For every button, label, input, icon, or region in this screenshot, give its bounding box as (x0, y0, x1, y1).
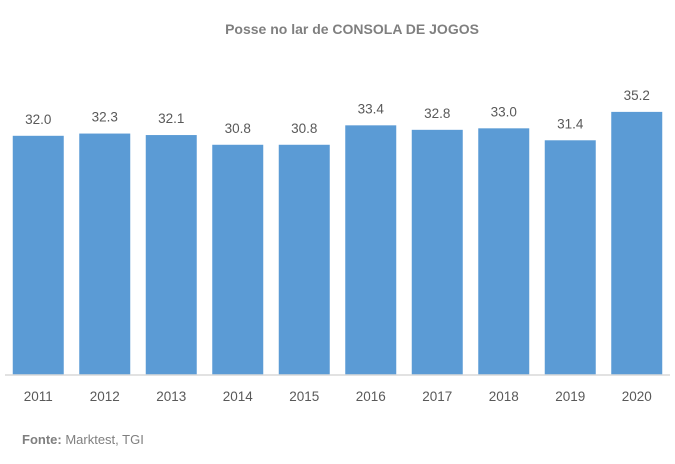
x-tick-2014: 2014 (223, 389, 254, 404)
data-label-2018: 33.0 (491, 104, 517, 119)
source-note: Fonte: Marktest, TGI (22, 432, 144, 447)
bar-2016 (345, 125, 397, 376)
x-tick-2013: 2013 (156, 389, 186, 404)
bar-2011 (12, 135, 64, 375)
data-label-2020: 35.2 (624, 88, 650, 103)
data-label-2014: 30.8 (225, 121, 251, 136)
data-label-2019: 31.4 (557, 116, 584, 131)
x-tick-2020: 2020 (622, 389, 652, 404)
x-tick-2016: 2016 (356, 389, 386, 404)
chart-title: Posse no lar de CONSOLA DE JOGOS (225, 21, 479, 37)
x-tick-2018: 2018 (489, 389, 519, 404)
source-label: Fonte: (22, 432, 62, 447)
x-tick-2015: 2015 (289, 389, 319, 404)
bar-2018 (478, 128, 530, 375)
bar-2017 (411, 129, 463, 375)
bar-2014 (212, 144, 264, 375)
bar-2013 (145, 135, 197, 375)
source-text: Marktest, TGI (61, 432, 144, 447)
bar-2020 (611, 111, 663, 375)
data-label-2011: 32.0 (25, 112, 51, 127)
data-label-2012: 32.3 (92, 110, 118, 125)
data-label-2016: 33.4 (358, 101, 385, 116)
data-label-2017: 32.8 (424, 106, 450, 121)
bar-2019 (544, 140, 596, 375)
x-tick-2017: 2017 (422, 389, 452, 404)
x-tick-2011: 2011 (24, 389, 53, 404)
x-tick-2019: 2019 (555, 389, 585, 404)
bar-2015 (278, 144, 330, 375)
bar-2012 (79, 133, 131, 375)
x-tick-2012: 2012 (90, 389, 120, 404)
data-label-2013: 32.1 (158, 111, 184, 126)
data-label-2015: 30.8 (291, 121, 317, 136)
